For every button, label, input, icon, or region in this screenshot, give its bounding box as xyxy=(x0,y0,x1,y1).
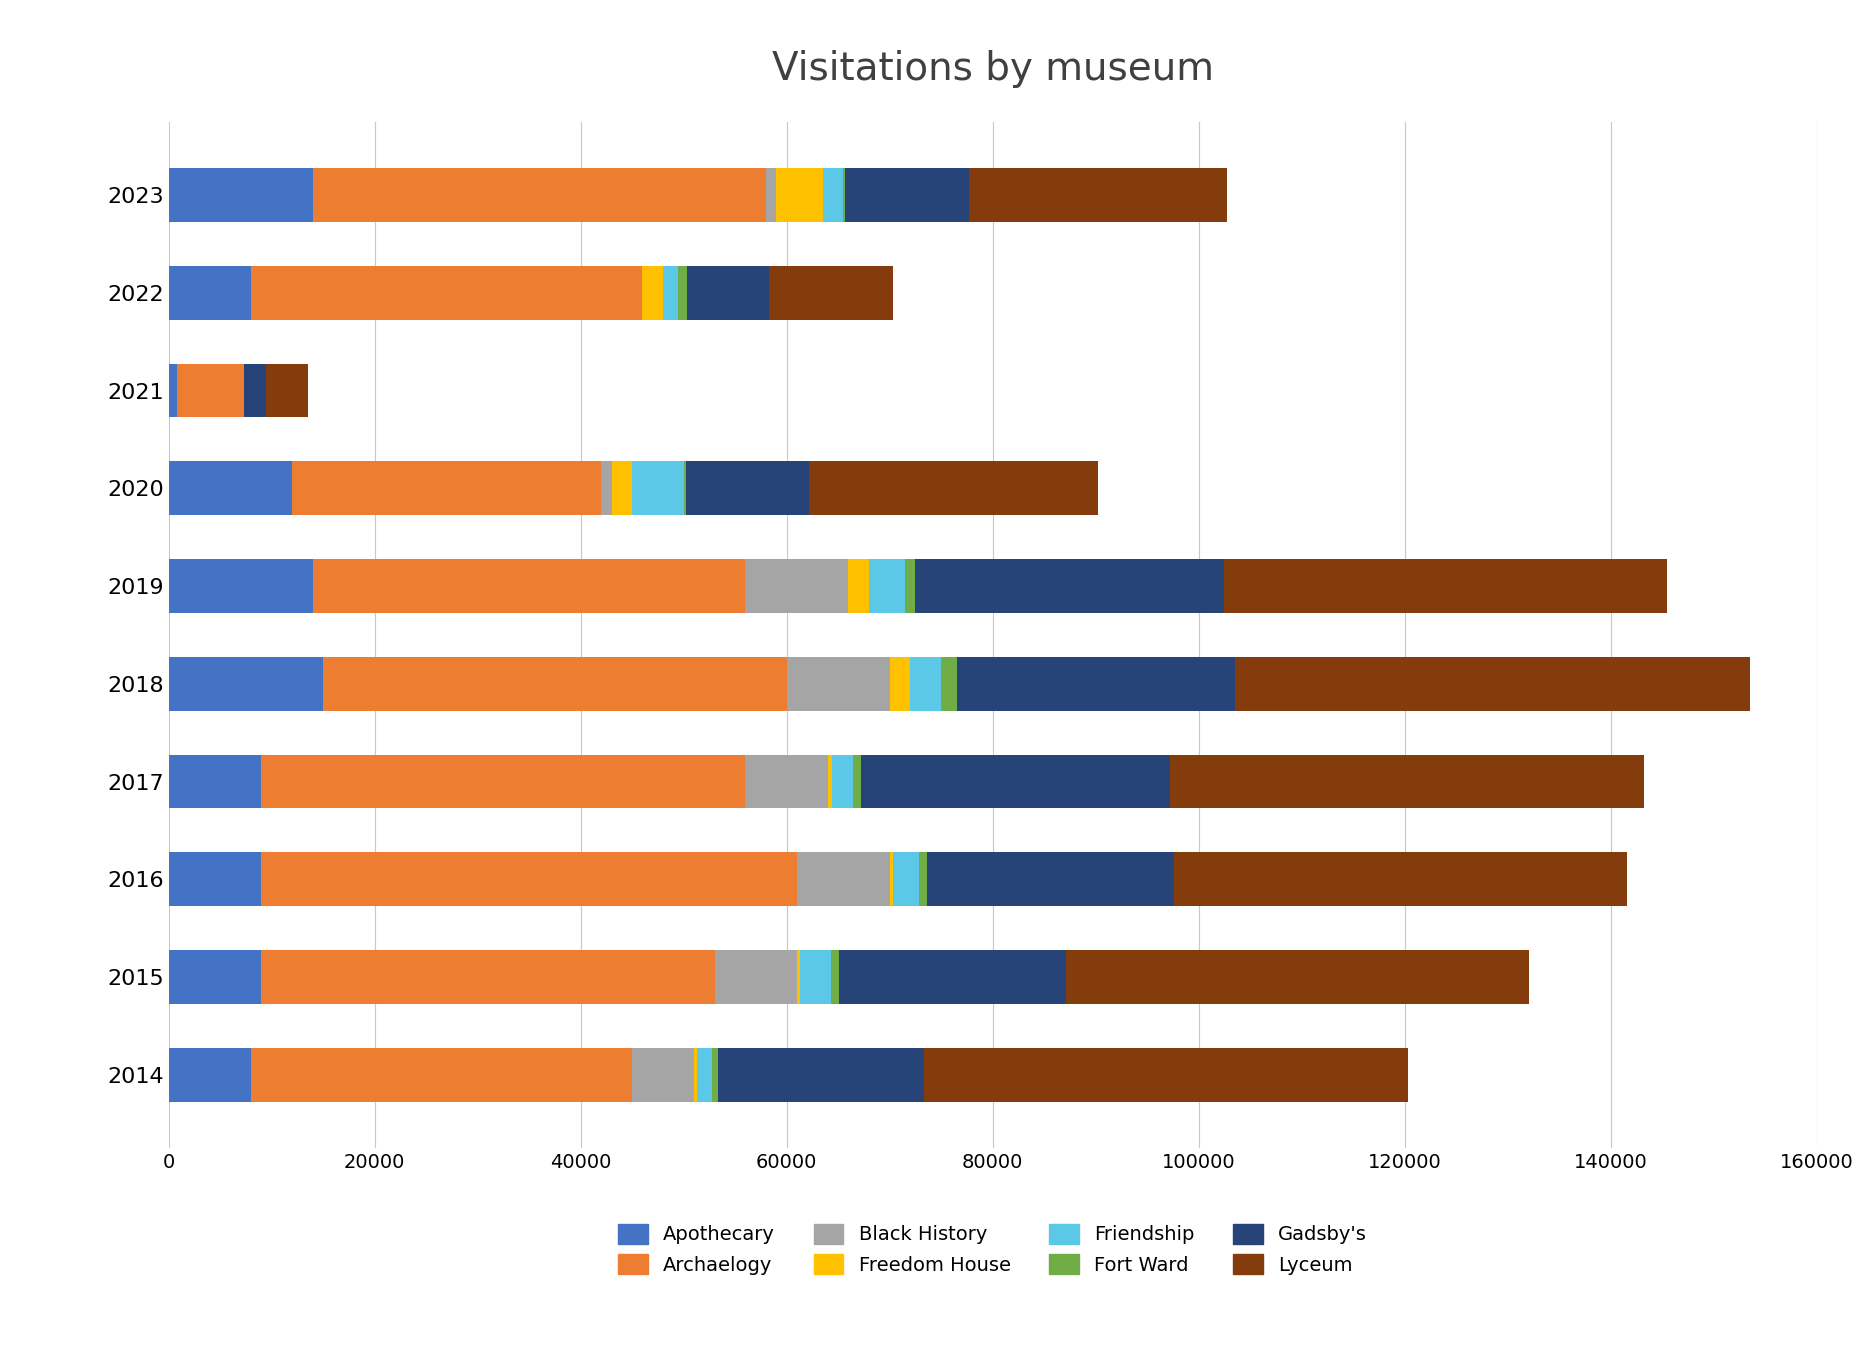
Bar xyxy=(169,755,260,808)
Bar xyxy=(1066,950,1530,1004)
Bar xyxy=(968,169,1227,222)
Bar xyxy=(832,755,852,808)
Bar xyxy=(845,169,968,222)
Bar xyxy=(957,657,1234,711)
Bar xyxy=(169,462,292,515)
Bar xyxy=(770,266,893,320)
Bar xyxy=(905,559,916,613)
Bar xyxy=(251,1048,633,1101)
Bar xyxy=(852,755,862,808)
Bar xyxy=(260,852,798,907)
Bar xyxy=(796,950,800,1004)
Bar xyxy=(800,950,832,1004)
Bar xyxy=(787,657,890,711)
Bar xyxy=(313,559,745,613)
Bar xyxy=(1174,852,1628,907)
Bar xyxy=(693,1048,697,1101)
Bar xyxy=(890,657,910,711)
Bar xyxy=(169,852,260,907)
Bar xyxy=(292,462,601,515)
Bar xyxy=(633,462,684,515)
Bar xyxy=(169,169,313,222)
Bar xyxy=(684,462,686,515)
Bar xyxy=(712,1048,717,1101)
Bar xyxy=(243,363,266,417)
Bar xyxy=(266,363,307,417)
Bar xyxy=(918,852,927,907)
Bar xyxy=(890,852,893,907)
Bar xyxy=(169,1048,251,1101)
Bar xyxy=(697,1048,712,1101)
Bar xyxy=(169,559,313,613)
Bar xyxy=(169,363,176,417)
Bar xyxy=(686,462,809,515)
Bar xyxy=(251,266,642,320)
Bar xyxy=(687,266,770,320)
Bar xyxy=(633,1048,693,1101)
Bar xyxy=(839,950,1066,1004)
Title: Visitations by museum: Visitations by museum xyxy=(772,50,1214,88)
Bar xyxy=(169,657,322,711)
Bar xyxy=(260,950,715,1004)
Bar xyxy=(663,266,678,320)
Bar xyxy=(678,266,687,320)
Bar xyxy=(893,852,918,907)
Bar xyxy=(715,950,798,1004)
Bar xyxy=(169,950,260,1004)
Bar xyxy=(822,169,843,222)
Bar xyxy=(809,462,1098,515)
Bar xyxy=(832,950,839,1004)
Bar xyxy=(848,559,869,613)
Bar xyxy=(869,559,905,613)
Bar xyxy=(766,169,775,222)
Bar xyxy=(313,169,766,222)
Bar xyxy=(916,559,1225,613)
Legend: Apothecary, Archaelogy, Black History, Freedom House, Friendship, Fort Ward, Gad: Apothecary, Archaelogy, Black History, F… xyxy=(611,1216,1375,1282)
Bar xyxy=(910,657,940,711)
Bar xyxy=(260,755,745,808)
Bar xyxy=(828,755,832,808)
Bar xyxy=(601,462,611,515)
Bar xyxy=(745,559,848,613)
Bar xyxy=(927,852,1174,907)
Bar xyxy=(322,657,787,711)
Bar xyxy=(642,266,663,320)
Bar xyxy=(611,462,631,515)
Bar xyxy=(1225,559,1667,613)
Bar xyxy=(862,755,1171,808)
Bar xyxy=(843,169,845,222)
Bar xyxy=(717,1048,923,1101)
Bar xyxy=(796,852,890,907)
Bar xyxy=(923,1048,1408,1101)
Bar xyxy=(745,755,828,808)
Bar xyxy=(176,363,243,417)
Bar xyxy=(940,657,957,711)
Bar xyxy=(169,266,251,320)
Bar xyxy=(1171,755,1644,808)
Bar xyxy=(1234,657,1749,711)
Bar xyxy=(775,169,822,222)
